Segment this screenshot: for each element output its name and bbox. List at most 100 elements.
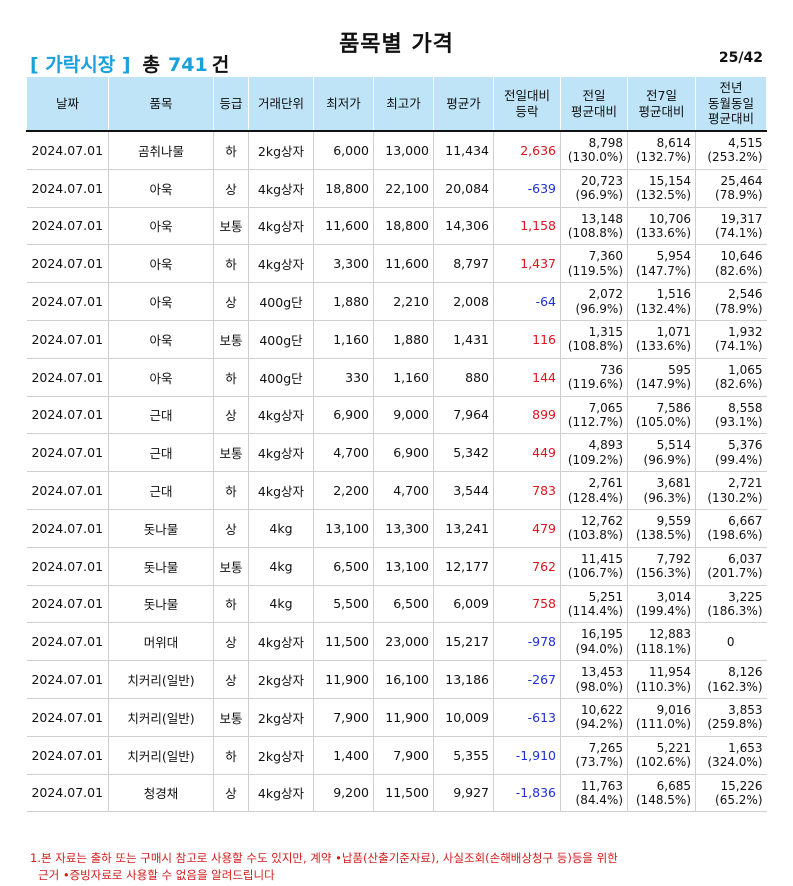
cell-prev-day: 4,893 (109.2%) (560, 433, 628, 473)
cell-prev-year-value: 4,515 (728, 136, 763, 150)
cell-prev-year-percent: (99.4%) (715, 452, 763, 467)
cell-unit: 4kg상자 (248, 169, 314, 208)
page-indicator: 25/42 (718, 50, 763, 66)
cell-change: 2,636 (493, 129, 561, 170)
cell-prev-7day: 6,685 (148.5%) (627, 774, 696, 813)
cell-prev-7day-percent: (156.3%) (635, 566, 691, 581)
cell-prev-day-percent: (112.7%) (567, 414, 623, 429)
cell-prev-year-value: 6,667 (728, 513, 763, 528)
note-line-2: 근거 •증빙자료로 사용할 수 없음을 알려드립니다 (38, 868, 275, 882)
cell-prev-day: 13,148 (108.8%) (560, 207, 628, 246)
cell-min-price: 6,500 (313, 547, 374, 586)
cell-date: 2024.07.01 (26, 358, 109, 397)
column-header: 전일대비 등락 (493, 77, 561, 131)
cell-min-price: 11,500 (313, 622, 374, 662)
cell-prev-7day-value: 595 (668, 362, 691, 377)
table-body: 2024.07.01 곰취나물 하 2kg상자 6,000 13,000 11,434 2,6… (26, 129, 767, 813)
cell-grade: 상 (213, 396, 249, 435)
cell-prev-7day-percent: (102.6%) (635, 755, 691, 770)
cell-grade: 보통 (213, 207, 249, 246)
cell-prev-year: 25,464 (78.9%) (695, 169, 767, 208)
cell-min-price: 330 (313, 358, 374, 397)
cell-item: 근대 (108, 471, 214, 510)
cell-max-price: 11,900 (373, 698, 434, 737)
cell-change: -639 (493, 169, 561, 208)
cell-prev-day: 10,622 (94.2%) (560, 698, 628, 737)
cell-prev-year-percent: (198.6%) (707, 528, 763, 543)
cell-date: 2024.07.01 (26, 622, 109, 662)
cell-max-price: 6,500 (373, 585, 434, 624)
cell-unit: 2kg상자 (248, 129, 314, 170)
cell-unit: 4kg상자 (248, 396, 314, 435)
cell-max-price: 13,300 (373, 509, 434, 548)
cell-prev-7day-value: 5,954 (656, 249, 691, 264)
table-row: 2024.07.01 아욱 상 400g단 1,880 2,210 2,008 -64 2,07… (26, 282, 767, 321)
cell-item: 곰취나물 (108, 129, 214, 170)
cell-prev-7day-percent: (147.9%) (635, 377, 691, 392)
cell-avg-price: 13,186 (433, 660, 494, 699)
total-count: 741 (168, 54, 208, 76)
cell-prev-7day-value: 5,221 (656, 740, 691, 755)
cell-prev-7day-value: 3,681 (656, 476, 691, 491)
cell-prev-day-value: 7,065 (588, 400, 623, 415)
cell-max-price: 4,700 (373, 471, 434, 510)
cell-prev-year-value: 15,226 (720, 778, 763, 793)
cell-prev-7day-value: 8,614 (656, 136, 691, 150)
cell-prev-day: 2,761 (128.4%) (560, 471, 628, 510)
summary: [ 가락시장 ] 총 741 건 (30, 50, 229, 77)
cell-prev-7day-percent: (111.0%) (635, 717, 691, 732)
cell-grade: 하 (213, 471, 249, 510)
cell-prev-7day-percent: (105.0%) (635, 414, 691, 429)
cell-date: 2024.07.01 (26, 509, 109, 548)
cell-date: 2024.07.01 (26, 774, 109, 813)
cell-item: 아욱 (108, 207, 214, 246)
cell-prev-year: 8,126 (162.3%) (695, 660, 767, 699)
cell-prev-day-value: 2,761 (588, 476, 623, 491)
table-row: 2024.07.01 머위대 상 4kg상자 11,500 23,000 15,217 -97… (26, 622, 767, 662)
cell-grade: 하 (213, 129, 249, 170)
cell-prev-7day-percent: (132.7%) (635, 150, 691, 165)
cell-prev-year: 1,065 (82.6%) (695, 358, 767, 397)
cell-prev-7day-percent: (110.3%) (635, 679, 691, 694)
cell-prev-year-value: 1,653 (728, 740, 763, 755)
cell-prev-year-value: 6,037 (728, 551, 763, 566)
cell-prev-7day: 1,071 (133.6%) (627, 320, 696, 359)
cell-prev-year-value: 5,376 (728, 438, 763, 453)
cell-prev-7day-percent: (133.6%) (635, 339, 691, 354)
table-row: 2024.07.01 곰취나물 하 2kg상자 6,000 13,000 11,434 2,6… (26, 129, 767, 170)
cell-prev-year-percent: (162.3%) (707, 679, 763, 694)
cell-avg-price: 2,008 (433, 282, 494, 321)
cell-avg-price: 15,217 (433, 622, 494, 662)
cell-prev-7day-value: 10,706 (649, 211, 691, 226)
cell-max-price: 11,500 (373, 774, 434, 813)
cell-change: 758 (493, 585, 561, 624)
cell-prev-7day-value: 3,014 (656, 589, 691, 604)
cell-prev-day-percent: (109.2%) (567, 452, 623, 467)
cell-max-price: 6,900 (373, 433, 434, 473)
table-row: 2024.07.01 치커리(일반) 하 2kg상자 1,400 7,900 5,355 -1… (26, 736, 767, 775)
cell-prev-day-percent: (108.8%) (567, 225, 623, 240)
cell-date: 2024.07.01 (26, 433, 109, 473)
cell-change: -267 (493, 660, 561, 699)
cell-grade: 보통 (213, 547, 249, 586)
cell-prev-year-value: 8,558 (728, 400, 763, 415)
cell-grade: 하 (213, 736, 249, 775)
cell-prev-year-value: 2,721 (728, 476, 763, 491)
cell-prev-7day-value: 12,883 (649, 627, 691, 642)
cell-prev-year-percent: (78.9%) (715, 301, 763, 316)
cell-min-price: 9,200 (313, 774, 374, 813)
cell-prev-day-percent: (84.4%) (575, 792, 623, 807)
cell-prev-day: 8,798 (130.0%) (560, 129, 628, 170)
cell-prev-day-value: 13,148 (581, 211, 623, 226)
cell-prev-day-percent: (94.2%) (575, 717, 623, 732)
cell-prev-day: 11,415 (106.7%) (560, 547, 628, 586)
cell-prev-year-percent: (82.6%) (715, 263, 763, 278)
cell-max-price: 7,900 (373, 736, 434, 775)
cell-item: 돗나물 (108, 585, 214, 624)
cell-prev-year: 6,037 (201.7%) (695, 547, 767, 586)
cell-min-price: 1,880 (313, 282, 374, 321)
cell-prev-year-percent: (78.9%) (715, 188, 763, 203)
cell-grade: 상 (213, 169, 249, 208)
cell-prev-7day-percent: (133.6%) (635, 225, 691, 240)
price-table: 날짜 품목 등급 거래단위 최저가 최고가 평균가 전일대비 등락 전일 평균대비 전7일 평균대… (26, 77, 767, 813)
